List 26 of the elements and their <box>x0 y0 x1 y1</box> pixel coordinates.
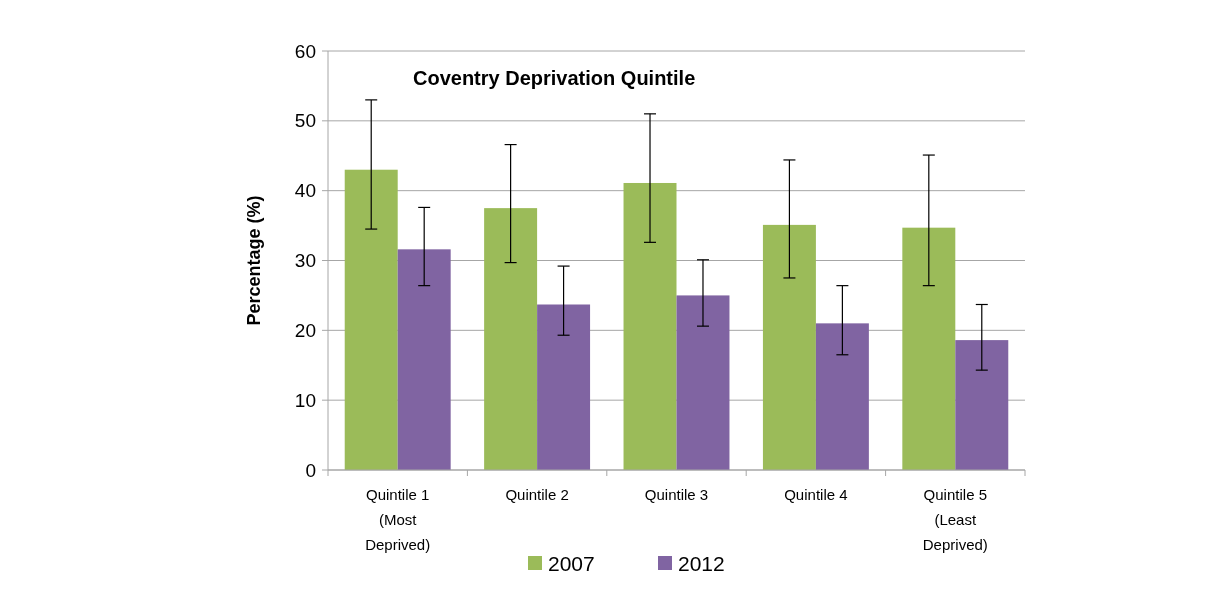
x-tick-label: Quintile 1 (Most Deprived) <box>365 486 431 553</box>
legend-label: 2007 <box>548 552 595 576</box>
bar <box>955 340 1009 470</box>
legend-label: 2012 <box>678 552 725 576</box>
bar <box>537 304 591 470</box>
x-tick-label: Quintile 5 (Least Deprived) <box>922 486 988 553</box>
x-tick-label: Quintile 4 <box>784 486 848 503</box>
bar <box>762 224 816 470</box>
bar <box>484 208 538 470</box>
y-tick-label: 20 <box>294 319 316 341</box>
bar <box>902 227 956 470</box>
y-axis-title: Percentage (%) <box>244 195 264 326</box>
y-tick-label: 60 <box>294 40 316 62</box>
bar <box>815 323 869 470</box>
bar <box>676 295 730 470</box>
y-tick-label: 10 <box>294 389 316 411</box>
bar <box>344 169 398 470</box>
text: Coventry Deprivation Quintile <box>413 67 696 89</box>
x-tick-label: Quintile 3 <box>644 486 709 503</box>
y-tick-label: 0 <box>305 459 316 481</box>
x-tick-label: Quintile 2 <box>505 486 569 503</box>
y-tick-label: 40 <box>294 180 316 202</box>
y-tick-label: 50 <box>294 110 316 132</box>
y-tick-label: 30 <box>294 250 316 272</box>
bar <box>623 182 677 470</box>
bar <box>397 249 451 470</box>
